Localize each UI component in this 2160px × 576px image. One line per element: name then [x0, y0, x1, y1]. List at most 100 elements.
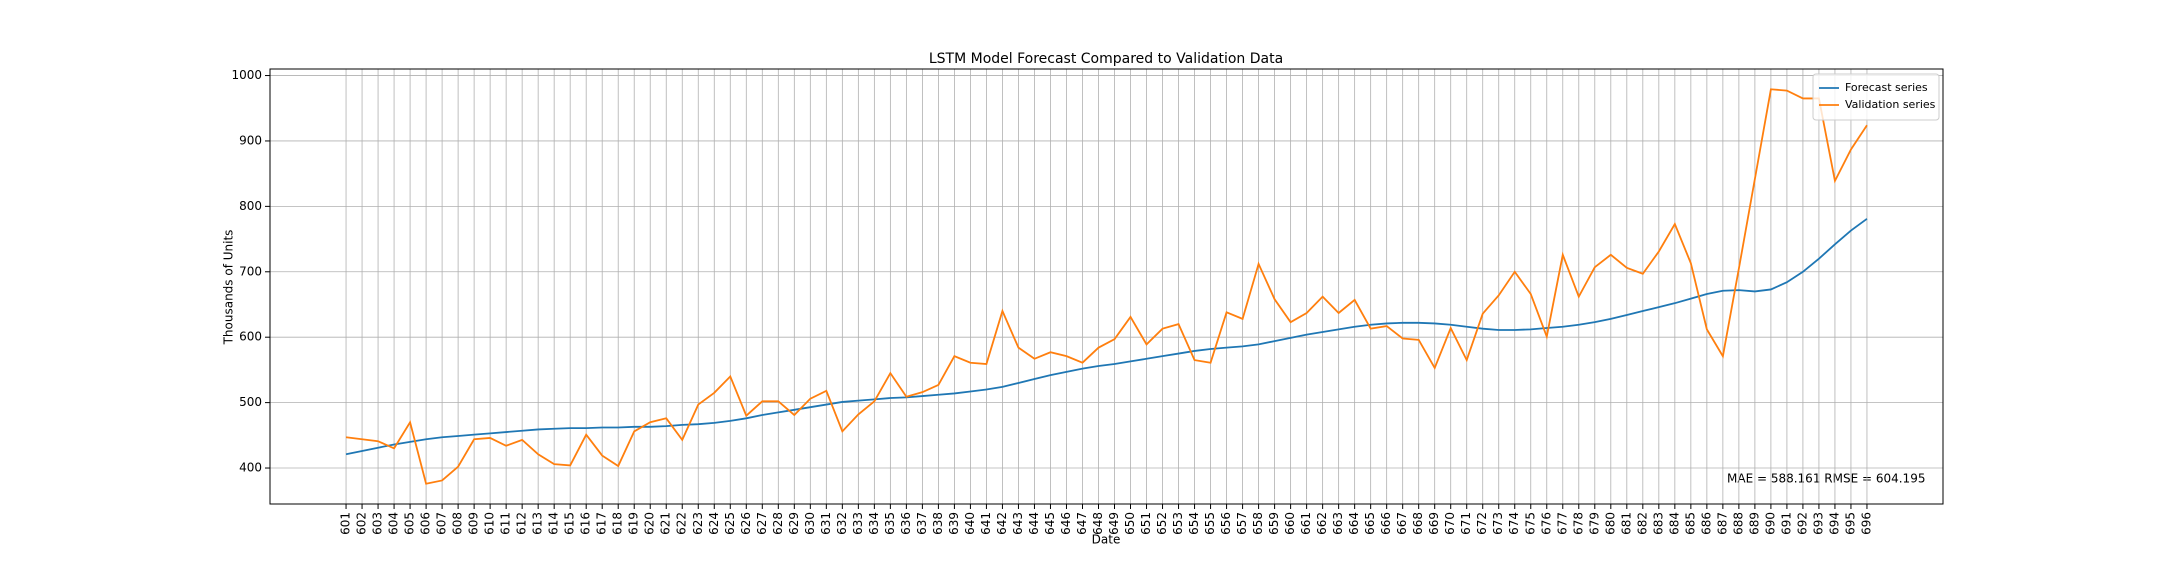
x-tick-label: 688	[1731, 512, 1745, 535]
legend-label: Forecast series	[1845, 81, 1928, 94]
x-tick-label: 683	[1651, 512, 1665, 535]
x-tick-label: 606	[419, 512, 433, 535]
x-tick-label: 624	[707, 512, 721, 535]
x-tick-label: 675	[1523, 512, 1537, 535]
x-tick-label: 657	[1235, 512, 1249, 535]
x-tick-label: 652	[1155, 512, 1169, 535]
x-tick-label: 692	[1795, 512, 1809, 535]
x-tick-label: 621	[659, 512, 673, 535]
x-tick-label: 663	[1331, 512, 1345, 535]
x-tick-label: 689	[1747, 512, 1761, 535]
chart-title: LSTM Model Forecast Compared to Validati…	[929, 51, 1283, 67]
x-tick-label: 693	[1811, 512, 1825, 535]
x-tick-label: 686	[1699, 512, 1713, 535]
x-tick-label: 664	[1347, 512, 1361, 535]
x-tick-label: 655	[1203, 512, 1217, 535]
x-tick-label: 623	[691, 512, 705, 535]
legend: Forecast series Validation series	[1812, 73, 1940, 121]
x-tick-label: 635	[883, 512, 897, 535]
x-tick-label: 695	[1843, 512, 1857, 535]
x-tick-label: 601	[339, 512, 353, 535]
x-tick-label: 685	[1683, 512, 1697, 535]
x-tick-label: 643	[1011, 512, 1025, 535]
x-tick-label: 694	[1827, 512, 1841, 535]
x-tick-label: 681	[1619, 512, 1633, 535]
x-tick-label: 604	[387, 512, 401, 535]
x-tick-label: 622	[675, 512, 689, 535]
x-tick-label: 607	[435, 512, 449, 535]
x-tick-label: 618	[611, 512, 625, 535]
x-tick-label: 680	[1603, 512, 1617, 535]
x-tick-label: 678	[1571, 512, 1585, 535]
x-axis-label: Date	[1092, 533, 1121, 547]
x-tick-label: 673	[1491, 512, 1505, 535]
x-tick-label: 642	[995, 512, 1009, 535]
x-tick-label: 608	[451, 512, 465, 535]
series-line	[345, 88, 1868, 485]
x-tick-label: 638	[931, 512, 945, 535]
x-tick-label: 603	[371, 512, 385, 535]
x-tick-label: 676	[1539, 512, 1553, 535]
y-tick-label: 1000	[231, 68, 262, 82]
y-tick-label: 500	[239, 395, 262, 409]
x-tick-label: 644	[1027, 512, 1041, 535]
x-tick-label: 659	[1267, 512, 1281, 535]
x-tick-label: 684	[1667, 512, 1681, 535]
x-tick-label: 609	[467, 512, 481, 535]
x-tick-label: 662	[1315, 512, 1329, 535]
x-tick-label: 639	[947, 512, 961, 535]
x-tick-label: 637	[915, 512, 929, 535]
x-tick-label: 646	[1059, 512, 1073, 535]
x-tick-label: 611	[499, 512, 513, 535]
y-tick-label: 600	[239, 330, 262, 344]
x-tick-label: 656	[1219, 512, 1233, 535]
x-tick-label: 602	[355, 512, 369, 535]
x-tick-label: 661	[1299, 512, 1313, 535]
x-tick-label: 626	[739, 512, 753, 535]
x-tick-label: 687	[1715, 512, 1729, 535]
x-tick-label: 677	[1555, 512, 1569, 535]
x-tick-label: 617	[595, 512, 609, 535]
x-tick-label: 647	[1075, 512, 1089, 535]
x-tick-label: 641	[979, 512, 993, 535]
x-tick-label: 671	[1459, 512, 1473, 535]
legend-box	[1812, 73, 1940, 121]
x-tick-label: 636	[899, 512, 913, 535]
x-tick-label: 669	[1427, 512, 1441, 535]
legend-label: Validation series	[1845, 98, 1936, 111]
x-tick-label: 691	[1779, 512, 1793, 535]
y-tick-label: 400	[239, 461, 262, 475]
x-tick-label: 650	[1123, 512, 1137, 535]
x-tick-label: 672	[1475, 512, 1489, 535]
y-tick-label: 800	[239, 199, 262, 213]
x-tick-label: 628	[771, 512, 785, 535]
x-tick-label: 640	[963, 512, 977, 535]
x-tick-label: 615	[563, 512, 577, 535]
x-tick-label: 667	[1395, 512, 1409, 535]
x-tick-label: 690	[1763, 512, 1777, 535]
x-tick-label: 665	[1363, 512, 1377, 535]
x-tick-label: 674	[1507, 512, 1521, 535]
x-tick-label: 605	[403, 512, 417, 535]
x-tick-label: 619	[627, 512, 641, 535]
series-line	[345, 218, 1868, 456]
x-tick-label: 627	[755, 512, 769, 535]
x-tick-label: 670	[1443, 512, 1457, 535]
annotation: MAE = 588.161 RMSE = 604.195	[1727, 472, 1925, 486]
x-tick-label: 649	[1107, 512, 1121, 535]
x-tick-label: 666	[1379, 512, 1393, 535]
x-tick-label: 629	[787, 512, 801, 535]
x-tick-label: 648	[1091, 512, 1105, 535]
x-tick-label: 668	[1411, 512, 1425, 535]
x-tick-label: 679	[1587, 512, 1601, 535]
x-tick-label: 631	[819, 512, 833, 535]
x-tick-label: 651	[1139, 512, 1153, 535]
x-tick-label: 616	[579, 512, 593, 535]
y-tick-label: 700	[239, 264, 262, 278]
y-axis-label: Thousands of Units	[222, 230, 236, 346]
x-tick-label: 696	[1859, 512, 1873, 535]
y-tick-label: 900	[239, 133, 262, 147]
x-tick-label: 614	[547, 512, 561, 535]
x-tick-label: 610	[483, 512, 497, 535]
x-tick-label: 634	[867, 512, 881, 535]
